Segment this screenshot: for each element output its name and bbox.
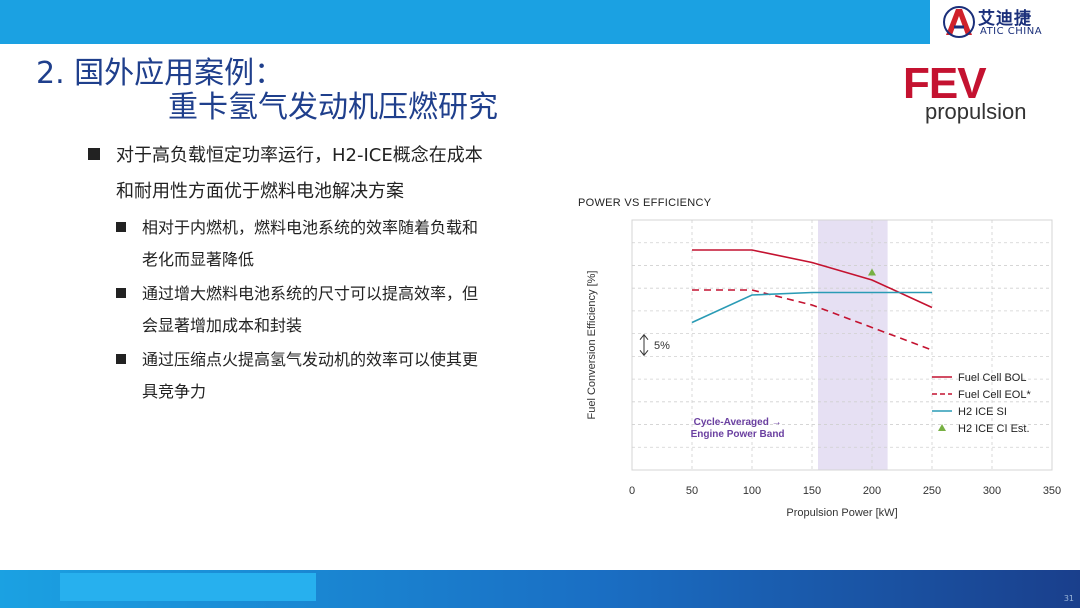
bullet-sub: 通过增大燃料电池系统的尺寸可以提高效率，但 会显著增加成本和封装 <box>86 278 546 342</box>
power-efficiency-chart: POWER VS EFFICIENCY 0 50 100 150 200 250 300 350… <box>578 197 1061 519</box>
legend-swatch <box>938 424 946 431</box>
fev-logo-sub: propulsion <box>925 99 1027 124</box>
bullet-square-icon <box>116 354 126 364</box>
scale-arrow-up-icon <box>639 333 649 340</box>
slide-title-line1: 2. 国外应用案例： <box>36 56 285 91</box>
x-tick-label: 0 <box>629 485 635 497</box>
x-tick-label: 250 <box>923 485 941 497</box>
band-label-line2: Engine Power Band <box>691 429 785 440</box>
band-label-line1: Cycle-Averaged → <box>694 417 782 428</box>
chart-title: POWER VS EFFICIENCY <box>578 197 712 209</box>
slide-title-line2: 重卡氢气发动机压燃研究 <box>168 90 498 125</box>
legend-label: H2 ICE CI Est. <box>958 423 1030 435</box>
bullet-sub-line1: 通过压缩点火提高氢气发动机的效率可以使其更 <box>142 350 479 369</box>
series-line-fuel-cell-eol <box>692 289 933 351</box>
bottom-banner-accent <box>60 573 316 601</box>
bullet-square-icon <box>116 222 126 232</box>
plot-frame <box>631 219 1053 471</box>
power-band <box>818 220 888 470</box>
bullet-square-icon <box>88 148 100 160</box>
atic-logo-cn: 艾迪捷 <box>978 9 1032 29</box>
bullet-main-line2: 和耐用性方面优于燃料电池解决方案 <box>116 181 404 202</box>
bullet-sub: 通过压缩点火提高氢气发动机的效率可以使其更 具竞争力 <box>86 344 546 408</box>
x-tick-label: 350 <box>1043 485 1061 497</box>
series-line-fuel-cell-bol <box>692 249 933 309</box>
bullet-main-line1: 对于高负载恒定功率运行，H2-ICE概念在成本 <box>116 145 483 166</box>
x-axis-label: Propulsion Power [kW] <box>786 507 897 519</box>
scale-label: 5% <box>654 340 670 352</box>
bottom-banner: 31 <box>0 570 1080 608</box>
x-tick-label: 100 <box>743 485 761 497</box>
x-tick-label: 300 <box>983 485 1001 497</box>
bullet-sub: 相对于内燃机，燃料电池系统的效率随着负载和 老化而显著降低 <box>86 212 546 276</box>
bullet-sub-line2: 老化而显著降低 <box>142 250 255 269</box>
bullet-sub-line2: 会显著增加成本和封装 <box>142 316 303 335</box>
page-number: 31 <box>1063 594 1074 603</box>
bullet-list: 对于高负载恒定功率运行，H2-ICE概念在成本 和耐用性方面优于燃料电池解决方案… <box>86 138 546 408</box>
fev-logo-word: FEV <box>903 59 987 108</box>
legend-label: Fuel Cell EOL* <box>958 389 1031 401</box>
y-axis-label: Fuel Conversion Efficiency [%] <box>586 271 598 420</box>
x-tick-label: 200 <box>863 485 881 497</box>
atic-logo-en: ATIC CHINA <box>980 26 1043 37</box>
bullet-square-icon <box>116 288 126 298</box>
x-tick-label: 50 <box>686 485 698 497</box>
scale-arrow-down-icon <box>639 350 649 357</box>
bullet-sub-line2: 具竞争力 <box>142 382 207 401</box>
legend-label: H2 ICE SI <box>958 406 1007 418</box>
ci-estimate-marker <box>868 268 876 276</box>
atic-logo: 艾迪捷 ATIC CHINA <box>930 0 1080 44</box>
atic-logo-icon <box>943 6 975 38</box>
top-banner: 艾迪捷 ATIC CHINA <box>0 0 1080 44</box>
bullet-main: 对于高负载恒定功率运行，H2-ICE概念在成本 和耐用性方面优于燃料电池解决方案 <box>86 138 546 210</box>
fev-logo: FEV propulsion <box>903 62 1043 128</box>
bullet-sub-line1: 通过增大燃料电池系统的尺寸可以提高效率，但 <box>142 284 479 303</box>
x-tick-label: 150 <box>803 485 821 497</box>
legend-label: Fuel Cell BOL <box>958 372 1026 384</box>
bullet-sub-line1: 相对于内燃机，燃料电池系统的效率随着负载和 <box>142 218 479 237</box>
series-line-h2-ice-si <box>691 291 932 324</box>
